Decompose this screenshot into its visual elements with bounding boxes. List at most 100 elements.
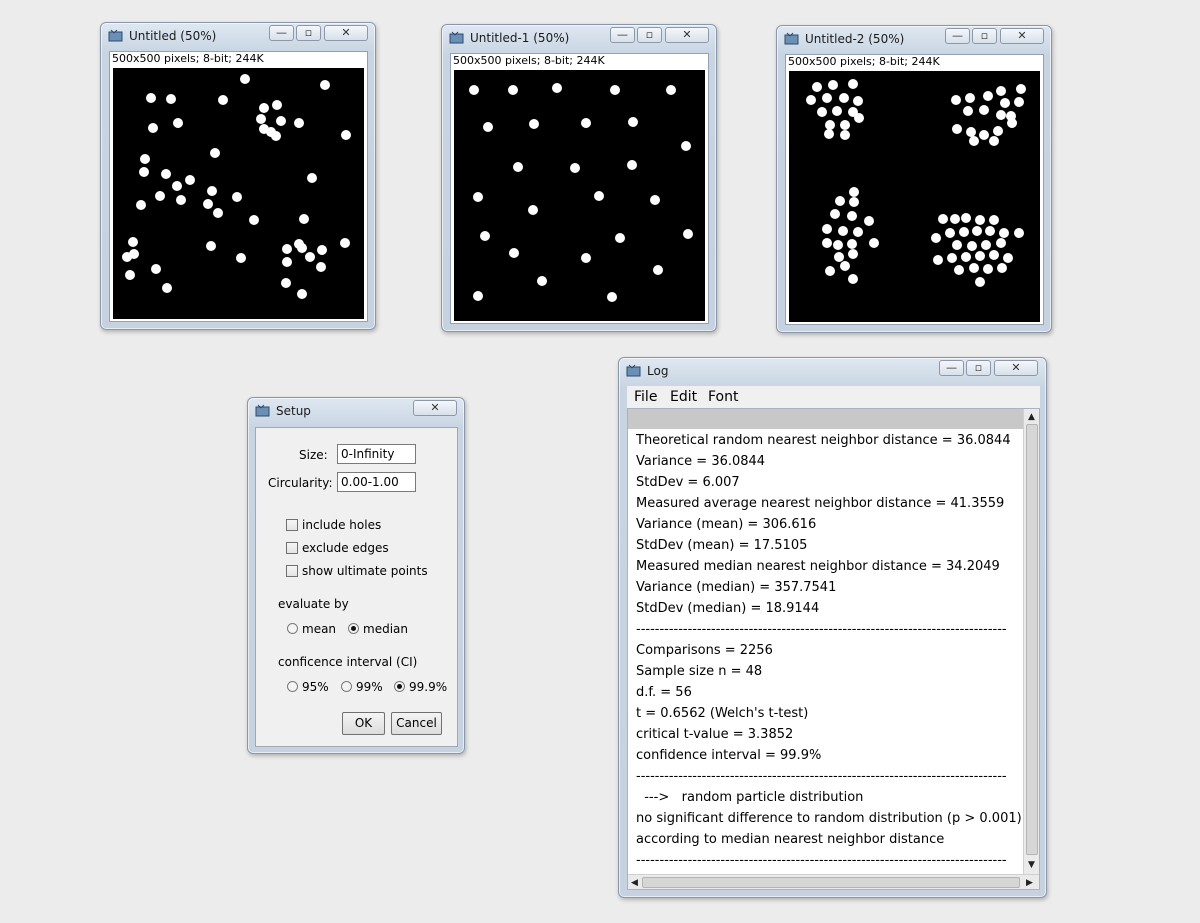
title-bar[interactable]: Setup ✕ (248, 398, 464, 424)
particle-dot (173, 118, 183, 128)
log-line: ----------------------------------------… (636, 622, 1007, 637)
image-window-untitled[interactable]: Untitled (50%) — ▫ ✕ 500x500 pixels; 8-b… (100, 22, 376, 330)
window-title: Untitled-2 (50%) (805, 32, 905, 46)
image-canvas[interactable] (454, 70, 705, 321)
include-holes-checkbox[interactable] (286, 519, 298, 531)
title-bar[interactable]: Untitled-1 (50%) — ▫ ✕ (442, 25, 716, 51)
minimize-button[interactable]: — (945, 28, 970, 44)
particle-dot (1016, 84, 1026, 94)
minimize-button[interactable]: — (939, 360, 964, 376)
scroll-down-arrow-icon[interactable]: ▼ (1028, 860, 1035, 870)
scroll-left-arrow-icon[interactable]: ◀ (631, 878, 638, 888)
window-title: Log (647, 364, 669, 378)
particle-dot (997, 263, 1007, 273)
particle-dot (931, 233, 941, 243)
ci-99-radio[interactable] (341, 681, 352, 692)
close-button[interactable]: ✕ (994, 360, 1038, 376)
particle-dot (218, 95, 228, 105)
image-frame: 500x500 pixels; 8-bit; 244K (450, 53, 709, 324)
image-window-untitled-1[interactable]: Untitled-1 (50%) — ▫ ✕ 500x500 pixels; 8… (441, 24, 717, 332)
ok-button[interactable]: OK (342, 712, 385, 735)
log-header-strip (628, 409, 1024, 429)
log-pane[interactable]: Theoretical random nearest neighbor dist… (627, 408, 1040, 890)
vertical-scrollbar[interactable]: ▲ ▼ (1023, 409, 1039, 874)
log-line: Comparisons = 2256 (636, 643, 773, 658)
circularity-input[interactable]: 0.00-1.00 (337, 472, 416, 492)
image-window-untitled-2[interactable]: Untitled-2 (50%) — ▫ ✕ 500x500 pixels; 8… (776, 25, 1052, 333)
size-label: Size: (299, 448, 328, 462)
particle-dot (864, 216, 874, 226)
exclude-edges-checkbox[interactable] (286, 542, 298, 554)
close-button[interactable]: ✕ (665, 27, 709, 43)
particle-dot (236, 253, 246, 263)
maximize-button[interactable]: ▫ (972, 28, 997, 44)
title-bar[interactable]: Log — ▫ ✕ (619, 358, 1046, 384)
image-info: 500x500 pixels; 8-bit; 244K (112, 52, 264, 65)
particle-dot (963, 106, 973, 116)
particle-dot (1006, 111, 1016, 121)
cancel-button[interactable]: Cancel (391, 712, 442, 735)
particle-dot (848, 79, 858, 89)
particle-dot (282, 244, 292, 254)
particle-dot (151, 264, 161, 274)
menu-edit[interactable]: Edit (670, 389, 698, 405)
close-button[interactable]: ✕ (324, 25, 368, 41)
particle-dot (146, 93, 156, 103)
size-input[interactable]: 0-Infinity (337, 444, 416, 464)
particle-dot (938, 214, 948, 224)
particle-dot (272, 100, 282, 110)
horizontal-scrollbar[interactable]: ◀ ▶ (628, 874, 1039, 889)
imagej-icon (626, 364, 641, 377)
close-button[interactable]: ✕ (413, 400, 457, 416)
title-bar[interactable]: Untitled-2 (50%) — ▫ ✕ (777, 26, 1051, 52)
particle-dot (828, 80, 838, 90)
minimize-button[interactable]: — (610, 27, 635, 43)
particle-dot (999, 228, 1009, 238)
particle-dot (834, 252, 844, 262)
close-button[interactable]: ✕ (1000, 28, 1044, 44)
menu-file[interactable]: File (634, 389, 658, 405)
maximize-button[interactable]: ▫ (296, 25, 321, 41)
ci-999-radio[interactable] (394, 681, 405, 692)
particle-dot (1003, 253, 1013, 263)
scroll-right-arrow-icon[interactable]: ▶ (1026, 878, 1033, 888)
vertical-scroll-thumb[interactable] (1026, 424, 1038, 855)
particle-dot (848, 274, 858, 284)
particle-dot (148, 123, 158, 133)
title-bar[interactable]: Untitled (50%) — ▫ ✕ (101, 23, 375, 49)
maximize-button[interactable]: ▫ (966, 360, 991, 376)
particle-dot (129, 249, 139, 259)
menu-font[interactable]: Font (708, 389, 739, 405)
particle-dot (869, 238, 879, 248)
particle-dot (203, 199, 213, 209)
setup-dialog[interactable]: Setup ✕ Size: 0-Infinity Circularity: 0.… (247, 397, 465, 754)
image-canvas[interactable] (789, 71, 1040, 322)
particle-dot (954, 265, 964, 275)
image-canvas[interactable] (113, 68, 364, 319)
log-line: StdDev = 6.007 (636, 475, 740, 490)
ci-label: conficence interval (CI) (278, 655, 418, 669)
mean-radio[interactable] (287, 623, 298, 634)
maximize-button[interactable]: ▫ (637, 27, 662, 43)
particle-dot (952, 240, 962, 250)
particle-dot (513, 162, 523, 172)
log-text-area[interactable]: Theoretical random nearest neighbor dist… (628, 430, 1024, 871)
particle-dot (966, 127, 976, 137)
scroll-up-arrow-icon[interactable]: ▲ (1028, 412, 1035, 422)
median-radio[interactable] (348, 623, 359, 634)
particle-dot (128, 237, 138, 247)
particle-dot (951, 95, 961, 105)
circularity-label: Circularity: (268, 476, 333, 490)
log-line: Variance (median) = 357.7541 (636, 580, 837, 595)
minimize-button[interactable]: — (269, 25, 294, 41)
show-ultimate-points-checkbox[interactable] (286, 565, 298, 577)
log-window[interactable]: Log — ▫ ✕ File Edit Font Theoretical ran… (618, 357, 1047, 898)
particle-dot (945, 228, 955, 238)
particle-dot (172, 181, 182, 191)
horizontal-scroll-thumb[interactable] (642, 877, 1020, 888)
particle-dot (806, 95, 816, 105)
particle-dot (650, 195, 660, 205)
ci-95-radio[interactable] (287, 681, 298, 692)
particle-dot (981, 240, 991, 250)
particle-dot (294, 118, 304, 128)
